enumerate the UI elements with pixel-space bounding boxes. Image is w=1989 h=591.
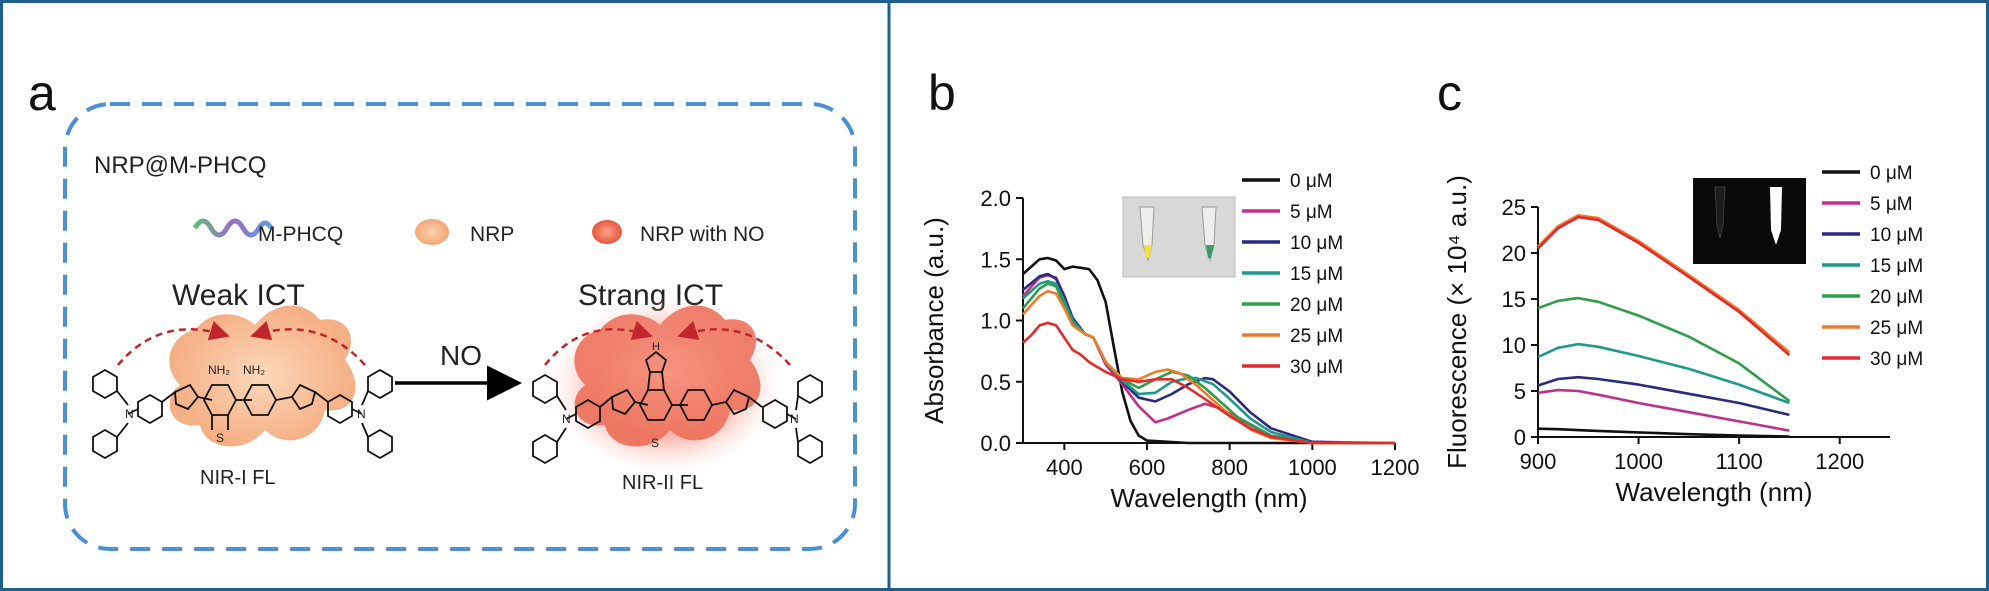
legend-label: 20 μM <box>1870 287 1923 308</box>
fluorescence-image-inset <box>1693 178 1806 264</box>
nanoprobe-title: NRP@M-PHCQ <box>94 152 266 179</box>
panel-b-chart: b 400 600 800 1000 1200 0.0 0.5 1.0 1.5 2.0 Wavele… <box>919 65 1419 513</box>
legend-label: 15 μM <box>1290 264 1343 285</box>
legend-label: 30 μM <box>1870 349 1923 370</box>
series-line <box>1022 321 1395 445</box>
legend-label: 20 μM <box>1290 295 1343 316</box>
legend-label: 30 μM <box>1290 357 1343 378</box>
y-tick-label: 20 <box>1502 241 1526 266</box>
y-tick-label: 15 <box>1502 287 1526 312</box>
legend-label: 15 μM <box>1870 256 1923 277</box>
panel-b-letter: b <box>928 65 956 121</box>
x-axis-label: Wavelength (nm) <box>1616 477 1813 507</box>
y-tick-label: 0 <box>1514 425 1526 450</box>
y-axis-label: Absorbance (a.u.) <box>919 217 949 424</box>
y-tick-label: 2.0 <box>980 186 1011 211</box>
y-tick-label: 1.5 <box>980 247 1011 272</box>
y-tick-label: 10 <box>1502 333 1526 358</box>
ict-arrow-left-2 <box>250 321 366 366</box>
legend-label: 10 μM <box>1870 225 1923 246</box>
ict-arrow-right-2 <box>677 320 791 366</box>
n-atom-right-2: N <box>790 412 799 426</box>
y-tick-label: 0.5 <box>980 370 1011 395</box>
dashed-box <box>63 102 857 551</box>
legend-nrp: NRP <box>470 223 514 246</box>
series-line <box>1537 375 1790 417</box>
s-atom-left: S <box>216 431 224 445</box>
n-atom-left-2: N <box>357 407 366 421</box>
legend-label: 5 μM <box>1870 194 1913 215</box>
legend-label: 0 μM <box>1290 171 1333 192</box>
molecule-right <box>532 350 823 465</box>
legend-mphcq: M-PHCQ <box>258 223 343 246</box>
series-line <box>1537 214 1791 354</box>
n-atom-right-1: N <box>562 412 571 426</box>
nrp-blob-left <box>169 305 356 447</box>
y-tick-label: 25 <box>1502 195 1526 220</box>
x-tick-label: 900 <box>1520 449 1557 474</box>
y-tick-label: 5 <box>1514 379 1526 404</box>
series-line <box>1022 272 1395 445</box>
y-tick-label: 0.0 <box>980 431 1011 456</box>
s-atom-right: S <box>651 436 659 450</box>
x-tick-label: 600 <box>1129 455 1166 480</box>
nrp-blob-right <box>574 305 761 447</box>
nh-atom-right: H <box>652 341 660 353</box>
x-tick-label: 1000 <box>1614 449 1663 474</box>
legend-nrp-no: NRP with NO <box>640 223 764 246</box>
x-axis-label: Wavelength (nm) <box>1111 483 1308 513</box>
legend-label: 25 μM <box>1870 318 1923 339</box>
nh2-label-2: NH₂ <box>243 363 265 377</box>
no-arrow-label: NO <box>440 340 482 371</box>
legend-label: 0 μM <box>1870 163 1913 184</box>
x-tick-label: 1100 <box>1715 449 1762 474</box>
legend-label: 10 μM <box>1290 233 1343 254</box>
series-line <box>1022 256 1395 445</box>
nh2-label-1: NH₂ <box>208 363 230 377</box>
legend-label: 5 μM <box>1290 202 1333 223</box>
nrp-no-dot-icon <box>592 220 622 244</box>
n-atom-left-1: N <box>125 407 134 421</box>
nir1-caption: NIR-I FL <box>200 467 276 489</box>
legend-label: 25 μM <box>1290 326 1343 347</box>
ict-arrow-left-1 <box>117 321 230 366</box>
cuvette-photo-inset <box>1122 196 1236 278</box>
series-line <box>1537 388 1790 432</box>
ict-arrow-right-1 <box>544 320 653 366</box>
nrp-dot-icon <box>415 219 449 245</box>
nir2-caption: NIR-II FL <box>622 472 703 494</box>
y-axis-label: Fluorescence (× 10⁴ a.u.) <box>1442 175 1472 469</box>
panel-c-letter: c <box>1437 65 1462 121</box>
panel-a: a NRP@M-PHCQ M-PHCQ NRP NRP with NO Weak… <box>28 65 857 551</box>
molecule-left <box>92 368 393 460</box>
panel-a-letter: a <box>28 65 56 121</box>
spring-icon <box>192 218 274 238</box>
series-line <box>1537 342 1790 405</box>
series-line <box>1022 282 1395 445</box>
weak-ict-label: Weak ICT <box>172 279 305 312</box>
x-tick-label: 1000 <box>1288 455 1337 480</box>
series-line <box>1537 215 1791 357</box>
y-tick-label: 1.0 <box>980 309 1011 334</box>
series-line <box>1537 427 1790 438</box>
x-tick-label: 1200 <box>1371 455 1420 480</box>
panel-c-chart: c 900 1000 1100 1200 0 5 10 15 20 25 Wavelength (n… <box>1437 65 1923 507</box>
x-tick-label: 400 <box>1046 455 1083 480</box>
series-line <box>1537 296 1791 403</box>
x-tick-label: 800 <box>1211 455 1248 480</box>
x-tick-label: 1200 <box>1815 449 1864 474</box>
